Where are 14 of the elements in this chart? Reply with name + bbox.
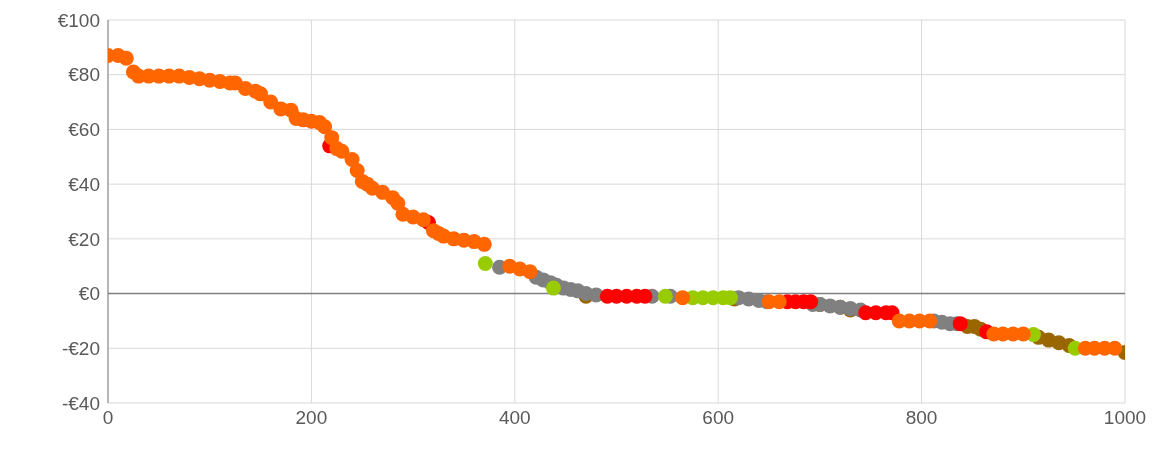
x-tick-label: 400 [498, 407, 531, 429]
y-tick-label: -€40 [61, 392, 100, 414]
x-tick-label: 800 [905, 407, 938, 429]
y-tick-label: -€20 [61, 338, 100, 360]
y-tick-label: €0 [78, 283, 100, 305]
x-tick-label: 600 [702, 407, 735, 429]
x-tick-label: 200 [295, 407, 328, 429]
y-tick-label: €80 [68, 64, 100, 86]
y-tick-label: €40 [68, 173, 100, 195]
y-tick-label: €100 [57, 9, 100, 31]
x-tick-label: 0 [102, 407, 114, 429]
y-tick-label: €20 [68, 228, 100, 250]
x-tick-label: 1000 [1103, 407, 1147, 429]
y-tick-label: €60 [68, 119, 100, 141]
